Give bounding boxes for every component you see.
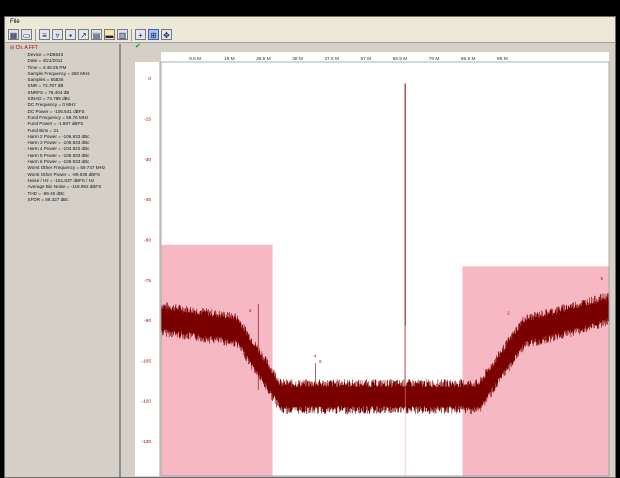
tree-item[interactable]: SNRFS = 76.404 dB: [6, 90, 119, 96]
tree-item[interactable]: Harm 5 Power = -106.933 dBc: [6, 153, 119, 159]
tree-item[interactable]: Harm 3 Power = -106.933 dBc: [6, 140, 119, 146]
tree-item[interactable]: Date = 4/21/2011: [6, 58, 119, 64]
y-tick-label: -90: [144, 318, 151, 324]
y-axis-bar: [135, 62, 159, 476]
y-tick-label: -120: [141, 399, 151, 405]
tree-item[interactable]: Fund Bins = 21: [6, 128, 119, 134]
x-tick-label: 57 M: [360, 56, 371, 62]
toolbar-separator: [131, 28, 132, 41]
tree-item[interactable]: Harm 6 Power = -106.933 dBc: [6, 159, 119, 165]
grid-icon[interactable]: ▦: [8, 29, 19, 40]
tree-item[interactable]: Samples = 65536: [6, 77, 119, 83]
harmonic-marker: 2: [507, 311, 510, 316]
toolbar: ▦ ▭ ≡ ▿ ▪ ↗ ▤ ▬ ▥ + ⊞ ✥: [5, 27, 615, 43]
harmonic-marker: 6: [319, 359, 322, 364]
fft-plot[interactable]: 9.5 M 19 M 28.5 M 38 M 47.5 M 57 M 66.5 M 76 M 8…: [123, 44, 613, 477]
menu-bar: File: [5, 17, 615, 27]
excluded-region: [462, 266, 609, 476]
harmonic-marker: 3: [249, 308, 252, 313]
y-tick-label: -15: [144, 116, 151, 122]
menu-file[interactable]: File: [10, 19, 20, 25]
tree-item[interactable]: Worst Other Frequency = 59.747 MHz: [6, 165, 119, 171]
list-icon[interactable]: ≡: [39, 29, 50, 40]
tree-item[interactable]: DC Power = -106.541 dBFS: [6, 109, 119, 115]
x-tick-label: 9.5 M: [189, 56, 201, 62]
y-tick-label: -105: [141, 358, 151, 364]
plot-frame: [160, 61, 610, 477]
tree-item[interactable]: Device = AD6643: [6, 52, 119, 58]
x-tick-label: 47.5 M: [324, 56, 339, 62]
tree-item[interactable]: Fund Power = -1.807 dBFS: [6, 121, 119, 127]
table-icon[interactable]: ▤: [91, 29, 102, 40]
y-tick-label: -135: [141, 439, 151, 445]
tree-item[interactable]: DC Frequency = 0 MHz: [6, 102, 119, 108]
tree-item[interactable]: Sample Frequency = 250 MHz: [6, 71, 119, 77]
chart-icon[interactable]: ▥: [117, 29, 128, 40]
tree-item[interactable]: Noise / Hz = -151.837 dBFS / Hz: [6, 178, 119, 184]
x-tick-label: 85.5 M: [461, 56, 476, 62]
y-tick-label: -45: [144, 197, 151, 203]
harmonic-marker: 5: [600, 276, 603, 281]
fft-plot-panel: ✔ 9.5 M 19 M 28.5 M 38 M 47.5 M 57 M 66.5 M 76 …: [123, 43, 613, 477]
folder-icon[interactable]: ▬: [104, 29, 115, 40]
x-tick-label: 95 M: [497, 56, 508, 62]
tree-item[interactable]: SFDR = 88.327 dBc: [6, 197, 119, 203]
x-tick-label: 66.5 M: [393, 56, 408, 62]
results-tree: ⊟ Ch. A FFT Device = AD6643Date = 4/21/2…: [6, 44, 121, 477]
pan-icon[interactable]: ✥: [161, 29, 172, 40]
spectrum-trace: [160, 291, 610, 415]
y-tick-label: -75: [144, 278, 151, 284]
x-tick-label: 76 M: [429, 56, 440, 62]
tree-root-fft[interactable]: ⊟ Ch. A FFT: [10, 45, 39, 51]
toolbar-separator: [35, 28, 36, 41]
tree-item[interactable]: Time = 4:46:26 PM: [6, 65, 119, 71]
harmonic-marker: 4: [314, 354, 317, 359]
save-icon[interactable]: ▪: [65, 29, 76, 40]
tree-item[interactable]: Fund Frequency = 59.76 MHz: [6, 115, 119, 121]
tree-item[interactable]: SINAD = 73.785 dBc: [6, 96, 119, 102]
tree-item[interactable]: THD = -99.46 dBc: [6, 191, 119, 197]
tree-item[interactable]: Average Bin Noise = -119.992 dBFS: [6, 184, 119, 190]
x-axis-bar: [161, 52, 609, 62]
y-tick-label: -30: [144, 157, 151, 163]
app-window: File ▦ ▭ ≡ ▿ ▪ ↗ ▤ ▬ ▥ + ⊞ ✥ ⊟ Ch. A FFT…: [4, 16, 616, 478]
y-tick-label: -60: [144, 237, 151, 243]
export-icon[interactable]: ↗: [78, 29, 89, 40]
crosshair-icon[interactable]: +: [135, 29, 146, 40]
x-tick-label: 28.5 M: [256, 56, 271, 62]
tree-root-label: Ch. A FFT: [15, 45, 39, 51]
y-tick-label: 0: [148, 76, 151, 82]
check-icon: ✔: [135, 43, 141, 50]
x-tick-label: 38 M: [292, 56, 303, 62]
x-tick-label: 19 M: [224, 56, 235, 62]
tree-item[interactable]: SNR = 73.797 dB: [6, 83, 119, 89]
window-icon[interactable]: ▭: [21, 29, 32, 40]
tree-item[interactable]: Harm 4 Power = -104.922 dBc: [6, 146, 119, 152]
tree-items: Device = AD6643Date = 4/21/2011Time = 4:…: [6, 52, 119, 203]
zoom-box-icon[interactable]: ⊞: [148, 29, 159, 40]
tree-item[interactable]: Harm 2 Power = -106.933 dBc: [6, 134, 119, 140]
filter-icon[interactable]: ▿: [52, 29, 63, 40]
tree-item[interactable]: Worst Other Power = -89.935 dBFS: [6, 172, 119, 178]
